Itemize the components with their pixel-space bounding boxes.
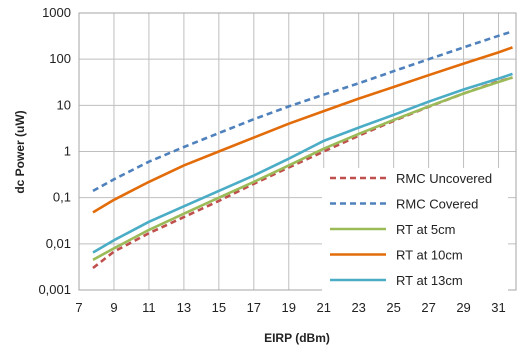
x-tick-label: 11 — [142, 300, 156, 315]
y-tick-label: 1000 — [42, 5, 71, 20]
y-tick-label: 100 — [49, 51, 71, 66]
x-tick-label: 21 — [316, 300, 330, 315]
y-tick-label: 0,001 — [38, 282, 71, 297]
x-tick-label: 23 — [351, 300, 365, 315]
x-axis-ticks: 7 9 11 13 15 17 19 21 23 25 27 29 31 — [75, 300, 505, 315]
x-tick-label: 15 — [212, 300, 226, 315]
y-axis-title: dc Power (uW) — [13, 110, 27, 193]
x-tick-label: 27 — [421, 300, 435, 315]
x-tick-label: 19 — [282, 300, 296, 315]
y-tick-label: 0,1 — [53, 190, 71, 205]
series-line-rt-at-13cm — [92, 72, 513, 254]
legend-label: RMC Uncovered — [396, 171, 492, 186]
y-tick-label: 0,01 — [46, 236, 71, 251]
x-tick-label: 9 — [110, 300, 117, 315]
y-tick-label: 10 — [57, 97, 71, 112]
legend-background — [322, 168, 508, 298]
legend-label: RT at 13cm — [396, 273, 463, 288]
legend-label: RT at 10cm — [396, 248, 463, 263]
y-tick-label: 1 — [64, 144, 71, 159]
x-tick-label: 29 — [456, 300, 470, 315]
y-axis-ticks: 0,001 0,01 0,1 1 10 100 1000 — [38, 5, 71, 297]
x-axis-title: EIRP (dBm) — [264, 331, 330, 345]
x-tick-label: 31 — [491, 300, 505, 315]
x-tick-label: 17 — [247, 300, 261, 315]
x-tick-label: 13 — [177, 300, 191, 315]
x-tick-label: 7 — [75, 300, 82, 315]
x-tick-label: 25 — [386, 300, 400, 315]
series-line-rt-at-5cm — [92, 76, 513, 261]
series-lines — [92, 30, 513, 270]
legend-label: RT at 5cm — [396, 222, 455, 237]
series-line-rt-at-10cm — [92, 46, 513, 214]
plot-area-frame — [78, 12, 517, 291]
legend: RMC Uncovered RMC Covered RT at 5cm RT at 1… — [322, 168, 508, 298]
legend-label: RMC Covered — [396, 197, 478, 212]
series-line-rmc-covered — [92, 30, 513, 193]
